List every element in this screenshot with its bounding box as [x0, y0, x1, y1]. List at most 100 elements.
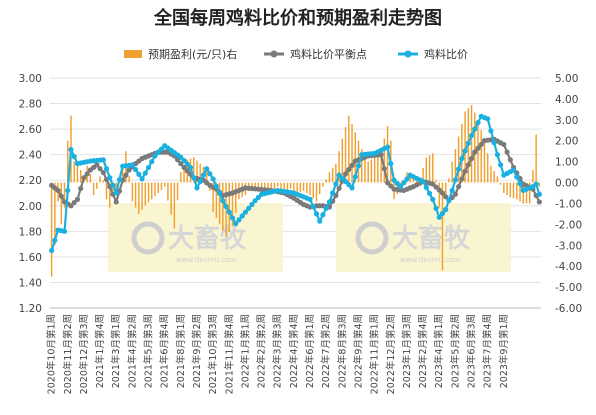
line-breakeven-point	[71, 199, 77, 206]
line-ratio-point	[514, 174, 520, 180]
profit-bar	[519, 182, 521, 202]
profit-bar	[131, 182, 134, 202]
profit-bar	[196, 160, 198, 183]
line-ratio-point	[342, 178, 349, 185]
left-axis-tick-label: 2.60	[19, 124, 42, 136]
profit-bar	[141, 182, 143, 210]
profit-bar	[151, 182, 153, 200]
line-breakeven-point	[181, 164, 187, 171]
line-breakeven-point	[465, 162, 471, 168]
profit-bar	[293, 182, 295, 191]
watermarks: 大畜牧 www.dxumu.com 大畜牧 www.dxumu.com	[108, 203, 511, 272]
x-axis-tick-label: 2023年4月第1周	[433, 314, 445, 388]
profit-bar	[377, 154, 379, 183]
profit-bar	[486, 153, 489, 183]
x-axis-tick-label: 2023年9月第1周	[498, 314, 510, 388]
line-ratio-point	[384, 144, 391, 150]
line-breakeven-point	[456, 184, 462, 190]
profit-bar	[264, 182, 266, 191]
profit-bar	[199, 163, 201, 183]
watermark-logo-icon	[355, 221, 389, 255]
line-breakeven-point	[459, 176, 465, 182]
profit-bar	[364, 155, 366, 183]
right-axis-tick-label: 3.00	[555, 115, 578, 127]
line-ratio-point	[439, 210, 446, 217]
right-axis-tick-label: 4.00	[555, 94, 578, 106]
line-ratio-point	[242, 209, 249, 215]
right-axis-tick-label: -3.00	[555, 240, 582, 252]
profit-bar	[315, 182, 318, 202]
line-ratio-point	[52, 237, 58, 243]
profit-bar	[286, 182, 289, 192]
line-ratio-point	[204, 166, 210, 172]
profit-bar	[302, 182, 305, 191]
x-axis-tick-label: 2020年11月第2周	[62, 314, 74, 394]
line-ratio-point	[462, 148, 468, 154]
profit-bar	[338, 151, 340, 183]
line-breakeven-point	[349, 162, 355, 168]
profit-bar	[215, 182, 218, 219]
profit-bar	[235, 182, 237, 213]
right-axis-tick-label: 2.00	[555, 136, 578, 148]
right-axis-tick-label: 5.00	[555, 73, 578, 85]
line-ratio-point	[100, 157, 106, 163]
profit-bar	[322, 182, 324, 187]
watermark-left: 大畜牧 www.dxumu.com	[108, 203, 283, 272]
profit-bar	[138, 182, 140, 214]
x-axis-tick-label: 2023年1月第3周	[401, 314, 413, 388]
line-breakeven-point	[94, 162, 100, 168]
right-axis-tick-label: -5.00	[555, 282, 582, 294]
x-axis-tick-label: 2022年12月第2周	[385, 314, 397, 394]
profit-bar	[457, 136, 460, 183]
x-axis-tick-label: 2021年9月第2周	[191, 314, 203, 388]
line-breakeven-point	[81, 175, 87, 181]
line-ratio-point	[494, 152, 500, 158]
line-ratio-point	[517, 181, 523, 187]
line-ratio-point	[129, 162, 135, 168]
profit-bar	[535, 134, 537, 183]
line-ratio-point	[510, 167, 517, 173]
profit-bar	[163, 182, 166, 187]
x-axis-tick-label: 2021年6月第4周	[159, 314, 171, 388]
profit-bar	[464, 111, 466, 183]
profit-bar	[422, 167, 424, 183]
profit-bar	[67, 140, 69, 183]
profit-bar	[121, 163, 124, 183]
x-axis-tick-label: 2021年10月第3周	[207, 314, 219, 394]
line-breakeven-point	[472, 149, 478, 155]
line-ratio-point	[65, 187, 71, 194]
x-axis-tick-label: 2021年4月第2周	[126, 314, 138, 388]
line-ratio-point	[346, 182, 352, 188]
profit-bar	[154, 182, 156, 197]
line-breakeven-point	[452, 191, 458, 197]
profit-bar	[176, 182, 179, 201]
left-axis-tick-label: 2.20	[19, 175, 42, 187]
line-breakeven-point	[475, 145, 481, 151]
line-breakeven-point	[381, 166, 387, 172]
profit-bar	[480, 130, 482, 183]
line-ratio-point	[452, 177, 458, 183]
profit-bar	[451, 161, 453, 183]
line-ratio-point	[158, 146, 165, 152]
line-breakeven-point	[84, 171, 90, 177]
profit-bar	[218, 182, 221, 225]
line-ratio-point	[178, 154, 184, 160]
right-axis-tick-label: 0.00	[555, 178, 578, 190]
line-ratio-point	[145, 164, 152, 171]
line-ratio-point	[181, 158, 187, 164]
line-ratio-point	[139, 176, 145, 182]
line-breakeven-point	[478, 141, 484, 148]
x-axis-tick-label: 2022年6月第1周	[304, 314, 316, 388]
line-ratio-point	[475, 120, 481, 126]
line-breakeven-point	[342, 171, 349, 177]
line-ratio-point	[485, 116, 491, 122]
profit-bar	[432, 153, 434, 183]
profit-bar	[105, 182, 108, 200]
legend-label-breakeven: 鸡料比价平衡点	[290, 47, 367, 61]
profit-bar	[89, 174, 92, 183]
ratio-line-series	[49, 113, 542, 254]
profit-bar	[525, 182, 528, 204]
left-axis-tick-label: 2.40	[19, 150, 42, 162]
line-breakeven-point	[184, 168, 190, 174]
profit-bar	[306, 182, 308, 193]
